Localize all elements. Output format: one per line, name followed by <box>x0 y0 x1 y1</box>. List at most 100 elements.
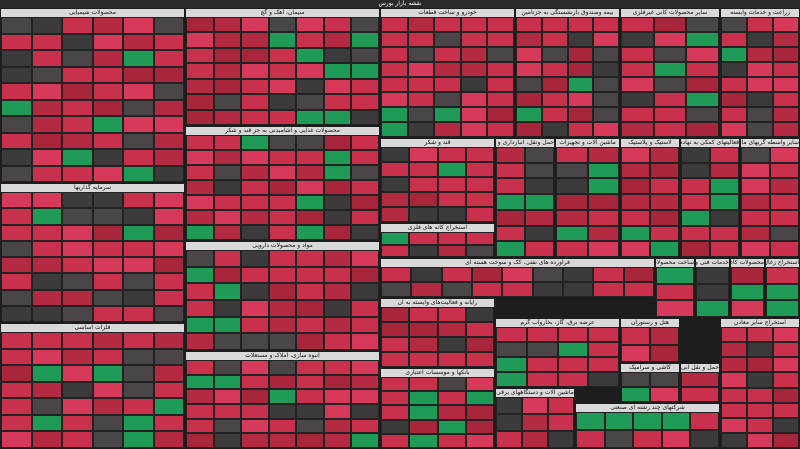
stock-tile <box>656 267 694 284</box>
stock-tile <box>92 431 123 448</box>
sector-body <box>1 192 184 322</box>
stock-tile <box>1 273 32 290</box>
stock-tile <box>525 194 554 210</box>
stock-tile <box>747 32 773 47</box>
stock-tile <box>31 431 62 448</box>
sector-body <box>516 17 619 137</box>
stock-tile <box>773 387 799 403</box>
stock-tile <box>241 266 269 284</box>
map-title: نقشه بازار بورس <box>0 0 800 8</box>
stock-tile <box>465 232 494 245</box>
sector-body <box>381 147 494 222</box>
stock-tile <box>681 209 710 226</box>
stock-tile <box>268 418 297 434</box>
stock-tile <box>434 92 461 107</box>
stock-tile <box>323 283 352 300</box>
stock-tile <box>296 283 324 300</box>
sector: فراورده های نفتی، کک و سوخت هسته ای <box>380 258 655 298</box>
stock-tile <box>621 194 650 210</box>
stock-tile <box>773 47 799 62</box>
stock-tile <box>268 266 297 284</box>
stock-tile <box>153 66 184 83</box>
stock-tile <box>587 147 619 163</box>
stock-tile <box>92 224 123 241</box>
stock-tile <box>381 32 408 47</box>
stock-tile <box>460 17 488 32</box>
stock-tile <box>268 195 297 210</box>
stock-tile <box>153 431 184 448</box>
stock-tile <box>587 241 619 257</box>
stock-tile <box>92 17 123 34</box>
stock-tile <box>747 17 773 32</box>
sector: بیمه وصندوق بازنشستگی به جزتامین <box>515 8 620 138</box>
stock-tile <box>123 365 154 382</box>
stock-tile <box>650 147 679 163</box>
stock-tile <box>587 178 619 195</box>
stock-tile <box>465 377 494 392</box>
stock-tile <box>268 78 297 95</box>
stock-tile <box>407 62 435 77</box>
stock-tile <box>62 50 93 67</box>
stock-tile <box>296 316 324 334</box>
sector: لاستیک و پلاستیک <box>620 138 680 258</box>
stock-tile <box>153 257 184 274</box>
stock-tile <box>351 374 379 390</box>
stock-tile <box>465 147 494 162</box>
stock-tile <box>770 147 799 163</box>
stock-tile <box>686 62 719 77</box>
stock-tile <box>409 192 438 207</box>
stock-tile <box>186 250 214 267</box>
stock-tile <box>323 299 352 317</box>
stock-tile <box>268 360 297 375</box>
stock-tile <box>409 232 438 245</box>
stock-tile <box>92 132 123 149</box>
stock-tile <box>153 381 184 399</box>
sector: استخراج کانه های فلزی <box>380 223 495 258</box>
stock-tile <box>541 107 568 122</box>
stock-tile <box>296 389 324 404</box>
stock-tile <box>31 381 62 399</box>
stock-tile <box>593 107 619 122</box>
stock-tile <box>92 414 123 432</box>
stock-tile <box>213 266 242 284</box>
stock-tile <box>681 178 710 195</box>
stock-tile <box>710 194 739 210</box>
stock-tile <box>1 99 32 116</box>
stock-tile <box>567 32 594 47</box>
stock-tile <box>741 194 770 210</box>
stock-tile <box>465 162 494 177</box>
stock-tile <box>213 150 242 165</box>
stock-tile <box>487 122 514 137</box>
stock-tile <box>747 122 773 137</box>
stock-tile <box>766 267 799 284</box>
stock-tile <box>721 107 747 122</box>
sector-body <box>186 135 379 240</box>
stock-tile <box>351 165 379 180</box>
sector: ماشین آلات و دستگاههای برقی <box>495 388 575 449</box>
stock-tile <box>773 122 799 137</box>
stock-tile <box>593 77 619 92</box>
sector-body <box>496 327 619 387</box>
stock-tile <box>487 47 514 62</box>
stock-tile <box>213 180 242 195</box>
stock-tile <box>123 33 154 50</box>
sector-body <box>656 267 694 317</box>
sector-title: حمل و نقل آبی <box>681 364 719 372</box>
stock-tile <box>186 135 214 150</box>
stock-tile <box>296 17 324 33</box>
stock-tile <box>31 99 62 116</box>
stock-tile <box>1 50 32 67</box>
stock-tile <box>460 32 488 47</box>
stock-tile <box>721 92 747 107</box>
stock-tile <box>681 241 710 257</box>
stock-tile <box>621 327 650 345</box>
stock-tile <box>62 273 93 290</box>
stock-tile <box>323 403 352 419</box>
stock-tile <box>721 387 747 403</box>
stock-tile <box>437 322 466 337</box>
stock-tile <box>31 132 62 149</box>
stock-tile <box>690 412 719 430</box>
stock-tile <box>593 47 619 62</box>
stock-tile <box>409 433 438 448</box>
stock-tile <box>653 62 687 77</box>
